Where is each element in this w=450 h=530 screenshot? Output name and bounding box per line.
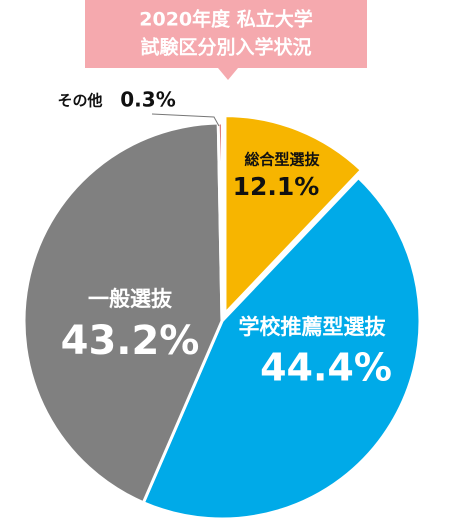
- pie-slice: [216, 121, 224, 323]
- value-label: 0.3%: [120, 88, 175, 112]
- value-label: 44.4%: [260, 346, 392, 390]
- pie-slice: [22, 121, 224, 505]
- slice-label: 総合型選抜: [244, 151, 320, 169]
- value-label: 12.1%: [233, 172, 320, 201]
- pie-slice: [223, 114, 363, 316]
- slice-label: その他: [57, 92, 102, 110]
- title-box: [85, 0, 367, 68]
- value-label: 43.2%: [61, 318, 200, 364]
- chart-title: 試験区分別入学状況: [140, 36, 311, 59]
- slice-label: 一般選抜: [88, 287, 173, 311]
- leader-line: [151, 113, 220, 127]
- title-pointer: [218, 68, 238, 80]
- pie-slice: [141, 176, 422, 521]
- slice-label: 学校推薦型選抜: [239, 315, 387, 339]
- chart-title: 2020年度 私立大学: [139, 8, 313, 31]
